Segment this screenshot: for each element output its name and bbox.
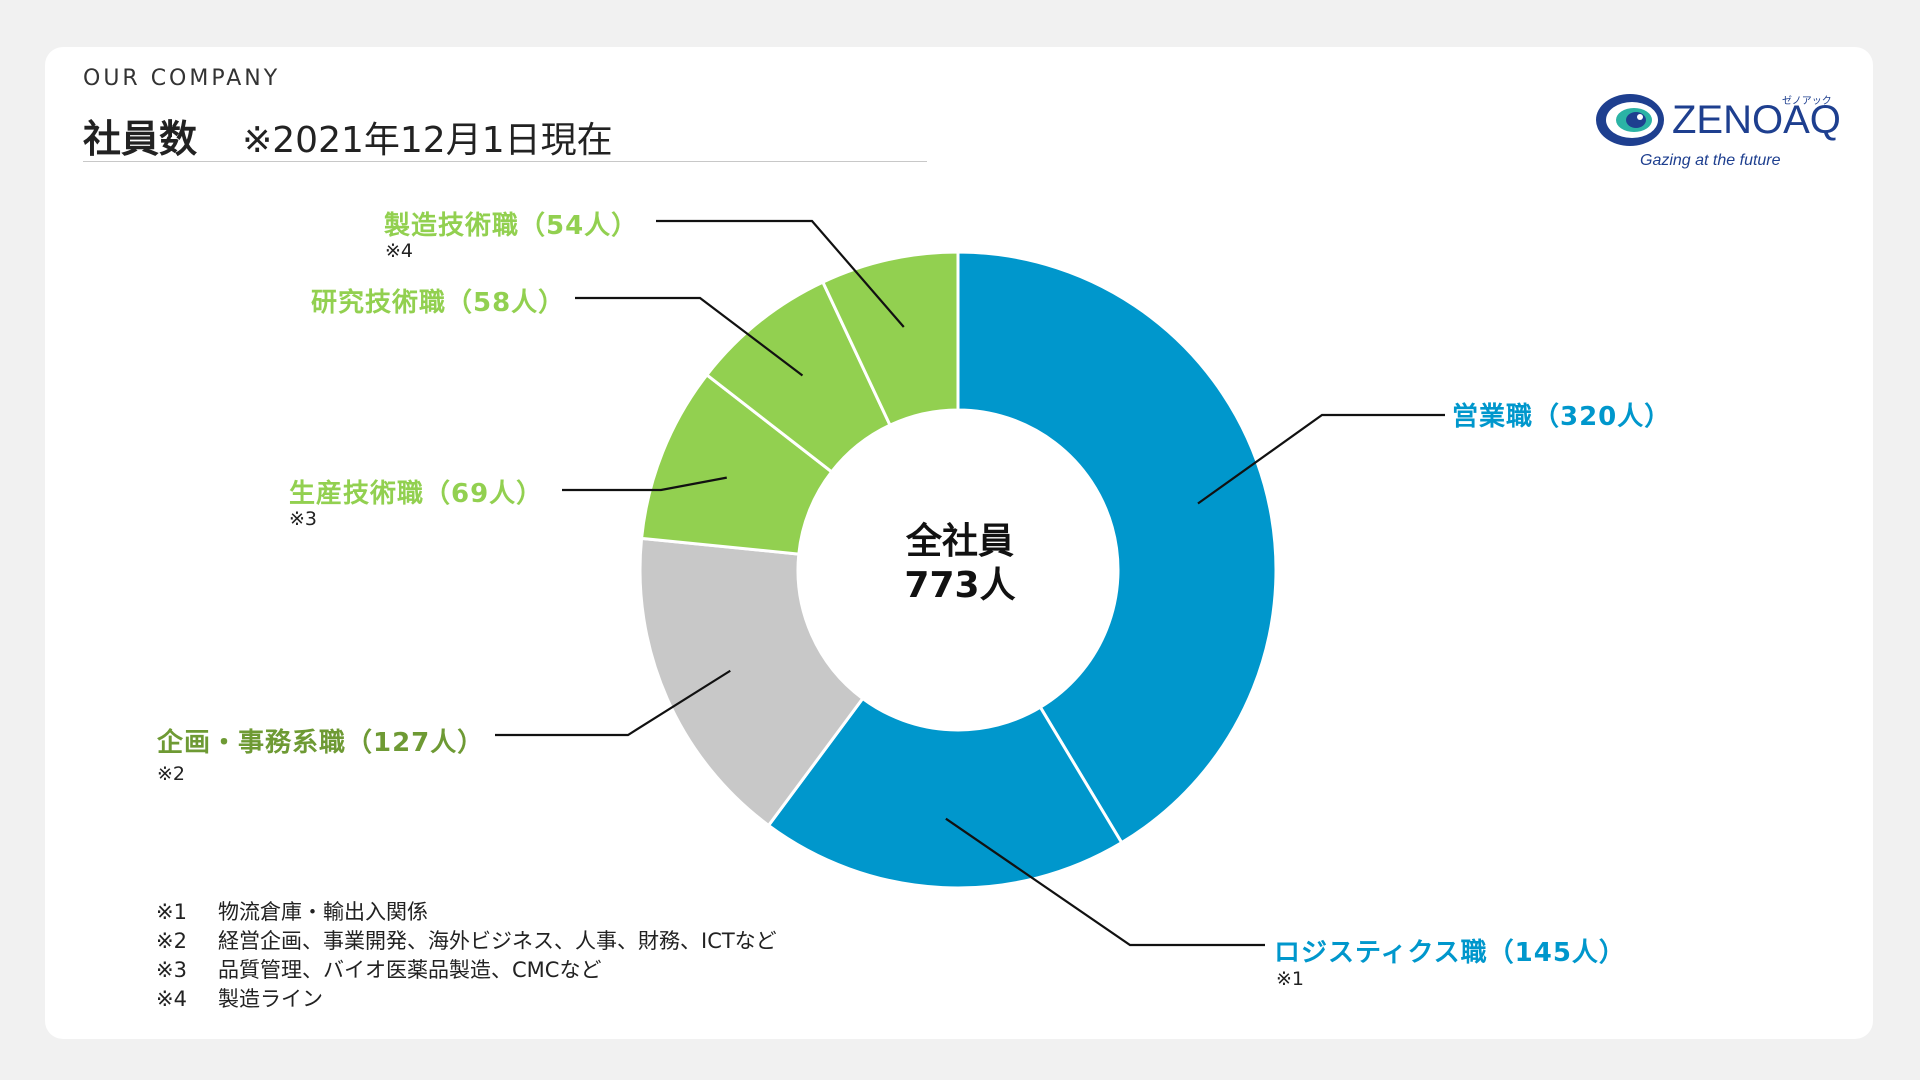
- footnote-text: 製造ライン: [218, 987, 323, 1011]
- note-planning-admin: ※2: [157, 763, 186, 785]
- logo-eye-icon: [1596, 94, 1664, 146]
- page-title-row: 社員数 ※2021年12月1日現在: [83, 108, 613, 161]
- logo-wordmark: ZENOAQ: [1672, 98, 1841, 142]
- leader-manufacturing: [656, 219, 905, 328]
- footnote-text: 品質管理、バイオ医薬品製造、CMCなど: [218, 958, 602, 982]
- label-sales: 営業職（320人）: [1452, 402, 1672, 432]
- slice-manufacturing: [820, 250, 960, 428]
- footnote-text: 物流倉庫・輸出入関係: [218, 900, 428, 924]
- company-logo: ZENOAQ ゼノアック Gazing at the future: [1594, 86, 1841, 178]
- slice-planning-admin: [638, 536, 865, 828]
- slice-sales: [956, 250, 1278, 845]
- center-value: 773人: [904, 565, 1016, 606]
- leader-production-engineering: [562, 476, 727, 492]
- note-production-engineering: ※3: [289, 508, 318, 530]
- footnote-mark: ※1: [156, 900, 187, 924]
- footnote-mark: ※2: [156, 929, 187, 953]
- date-note: ※2021年12月1日現在: [242, 120, 613, 161]
- logo-kana: ゼノアック: [1782, 96, 1832, 107]
- chart-center-total: 全社員 773人: [860, 520, 1060, 608]
- label-production-engineering: 生産技術職（69人）: [289, 479, 544, 509]
- section-eyebrow: OUR COMPANY: [83, 66, 281, 91]
- footnote-mark: ※3: [156, 958, 187, 982]
- footnote-item: ※3 品質管理、バイオ医薬品製造、CMCなど: [156, 956, 777, 985]
- leader-sales: [1197, 413, 1445, 505]
- footnote-item: ※2 経営企画、事業開発、海外ビジネス、人事、財務、ICTなど: [156, 927, 777, 956]
- label-research: 研究技術職（58人）: [311, 288, 566, 318]
- leader-logistics: [945, 817, 1265, 947]
- footnote-item: ※1 物流倉庫・輸出入関係: [156, 898, 777, 927]
- note-manufacturing: ※4: [385, 240, 414, 262]
- title-divider: [83, 161, 927, 162]
- logo-tagline: Gazing at the future: [1640, 152, 1781, 169]
- footnote-text: 経営企画、事業開発、海外ビジネス、人事、財務、ICTなど: [218, 929, 777, 953]
- label-manufacturing: 製造技術職（54人）: [384, 211, 639, 241]
- footnotes: ※1 物流倉庫・輸出入関係 ※2 経営企画、事業開発、海外ビジネス、人事、財務、IC…: [156, 898, 777, 1014]
- footnote-mark: ※4: [156, 987, 187, 1011]
- page-title: 社員数: [83, 117, 198, 161]
- label-logistics: ロジスティクス職（145人）: [1274, 938, 1626, 968]
- leader-research: [575, 296, 804, 377]
- slice-logistics: [766, 696, 1124, 890]
- leader-planning-admin: [495, 669, 731, 737]
- note-logistics: ※1: [1276, 968, 1305, 990]
- center-label: 全社員: [905, 521, 1014, 562]
- footnote-item: ※4 製造ライン: [156, 985, 777, 1014]
- label-planning-admin: 企画・事務系職（127人）: [157, 728, 485, 758]
